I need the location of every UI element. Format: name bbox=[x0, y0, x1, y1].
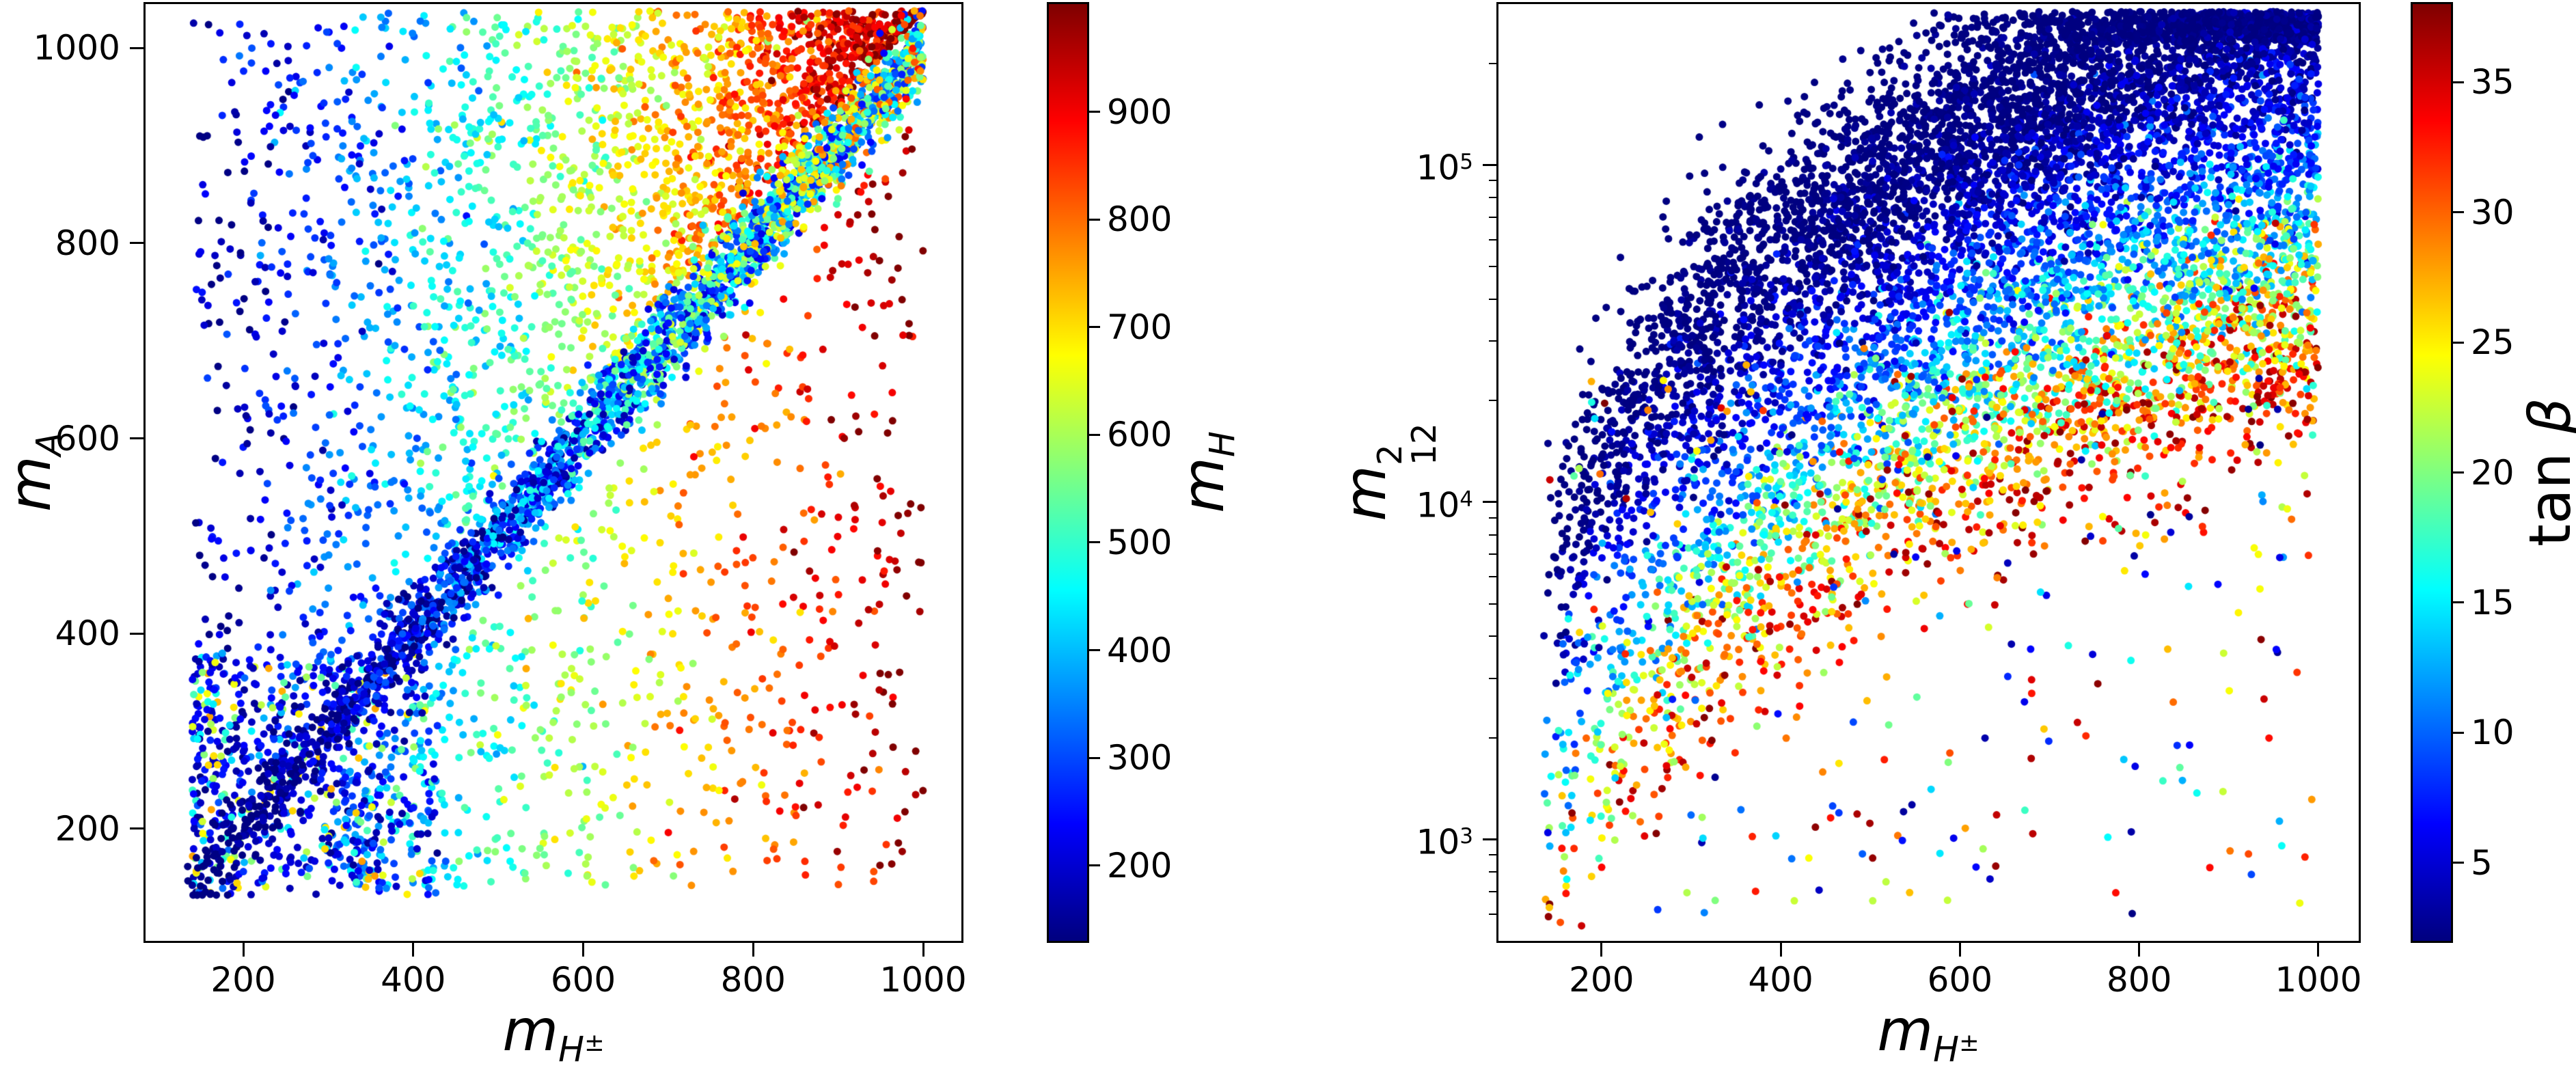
y-tick-label: 105 bbox=[1416, 148, 1473, 188]
x-tick-label: 800 bbox=[2106, 960, 2172, 1000]
y-minor-tick bbox=[1489, 854, 1496, 856]
colorbar-tick-label: 300 bbox=[1107, 738, 1173, 778]
x-tick bbox=[582, 943, 585, 957]
y-minor-tick bbox=[1489, 890, 1496, 892]
left-scatter-canvas bbox=[146, 4, 961, 941]
right-xlabel: mH± bbox=[1877, 996, 1979, 1070]
x-tick bbox=[2138, 943, 2141, 957]
y-tick-label: 103 bbox=[1416, 822, 1473, 862]
y-tick-label: 400 bbox=[55, 614, 120, 654]
x-tick bbox=[412, 943, 415, 957]
x-tick-label: 400 bbox=[1748, 960, 1813, 1000]
colorbar-tick bbox=[1089, 433, 1100, 436]
colorbar-tick-label: 25 bbox=[2471, 323, 2515, 363]
colorbar-tick bbox=[2453, 341, 2464, 344]
y-minor-tick bbox=[1489, 266, 1496, 267]
colorbar-tick bbox=[1089, 864, 1100, 867]
y-minor-tick bbox=[1489, 737, 1496, 739]
colorbar-tick bbox=[1089, 756, 1100, 759]
x-tick-label: 600 bbox=[550, 960, 616, 1000]
colorbar-tick bbox=[2453, 601, 2464, 604]
colorbar-tick-label: 500 bbox=[1107, 522, 1173, 562]
colorbar-tick bbox=[2453, 81, 2464, 83]
y-minor-tick bbox=[1489, 871, 1496, 873]
y-tick-label: 600 bbox=[55, 418, 120, 458]
y-minor-tick bbox=[1489, 62, 1496, 64]
left-plot-axes bbox=[143, 2, 963, 943]
left-colorbar-label: mH bbox=[1169, 431, 1243, 513]
x-tick-label: 800 bbox=[720, 960, 786, 1000]
right-colorbar-label: tan β bbox=[2517, 398, 2576, 547]
x-tick bbox=[1600, 943, 1603, 957]
y-minor-tick bbox=[1489, 517, 1496, 519]
y-minor-tick bbox=[1489, 340, 1496, 342]
y-minor-tick bbox=[1489, 238, 1496, 241]
x-tick-label: 1000 bbox=[879, 960, 967, 1000]
x-tick bbox=[2317, 943, 2320, 957]
colorbar-tick bbox=[1089, 111, 1100, 113]
colorbar-tick-label: 800 bbox=[1107, 200, 1173, 240]
x-tick bbox=[1779, 943, 1782, 957]
x-tick-label: 400 bbox=[381, 960, 446, 1000]
y-minor-tick bbox=[1489, 553, 1496, 555]
colorbar-tick bbox=[2453, 862, 2464, 864]
y-minor-tick bbox=[1489, 534, 1496, 536]
colorbar-tick bbox=[1089, 541, 1100, 544]
left-xlabel: mH± bbox=[502, 996, 605, 1070]
colorbar-tick bbox=[1089, 218, 1100, 221]
right-plot-axes bbox=[1496, 2, 2361, 943]
colorbar-tick-label: 900 bbox=[1107, 92, 1173, 132]
colorbar-tick-label: 35 bbox=[2471, 62, 2515, 102]
colorbar-tick-label: 400 bbox=[1107, 630, 1173, 670]
right-scatter-canvas bbox=[1498, 4, 2359, 941]
left-colorbar bbox=[1047, 2, 1089, 943]
y-tick bbox=[1483, 163, 1496, 166]
y-minor-tick bbox=[1489, 635, 1496, 637]
y-minor-tick bbox=[1489, 180, 1496, 182]
y-minor-tick bbox=[1489, 298, 1496, 300]
colorbar-tick-label: 700 bbox=[1107, 307, 1173, 347]
y-tick bbox=[130, 437, 143, 440]
y-tick-label: 200 bbox=[55, 808, 120, 849]
y-minor-tick bbox=[1489, 216, 1496, 218]
y-tick bbox=[1483, 501, 1496, 504]
colorbar-tick-label: 10 bbox=[2471, 713, 2515, 753]
x-tick bbox=[752, 943, 754, 957]
y-tick bbox=[130, 46, 143, 49]
colorbar-tick-label: 5 bbox=[2471, 842, 2493, 883]
y-minor-tick bbox=[1489, 603, 1496, 605]
y-tick-label: 1000 bbox=[33, 28, 120, 68]
colorbar-tick-label: 200 bbox=[1107, 845, 1173, 886]
colorbar-tick bbox=[2453, 471, 2464, 474]
colorbar-tick-label: 600 bbox=[1107, 415, 1173, 455]
x-tick-label: 200 bbox=[1569, 960, 1634, 1000]
y-tick bbox=[1483, 838, 1496, 840]
y-minor-tick bbox=[1489, 197, 1496, 199]
colorbar-tick bbox=[2453, 211, 2464, 214]
right-colorbar bbox=[2411, 2, 2453, 943]
colorbar-tick-label: 15 bbox=[2471, 582, 2515, 622]
y-tick bbox=[130, 242, 143, 245]
x-tick-label: 1000 bbox=[2275, 960, 2362, 1000]
colorbar-tick-label: 30 bbox=[2471, 192, 2515, 232]
y-minor-tick bbox=[1489, 913, 1496, 915]
x-tick bbox=[922, 943, 924, 957]
x-tick-label: 600 bbox=[1927, 960, 1993, 1000]
colorbar-tick-label: 20 bbox=[2471, 452, 2515, 493]
x-tick-label: 200 bbox=[210, 960, 276, 1000]
x-tick bbox=[1958, 943, 1961, 957]
colorbar-tick bbox=[1089, 649, 1100, 652]
y-tick-label: 104 bbox=[1416, 485, 1473, 525]
colorbar-tick bbox=[1089, 326, 1100, 329]
y-tick bbox=[130, 632, 143, 635]
y-minor-tick bbox=[1489, 400, 1496, 402]
y-minor-tick bbox=[1489, 576, 1496, 578]
y-tick bbox=[130, 827, 143, 830]
y-minor-tick bbox=[1489, 677, 1496, 679]
y-tick-label: 800 bbox=[55, 223, 120, 263]
colorbar-tick bbox=[2453, 731, 2464, 734]
x-tick bbox=[242, 943, 245, 957]
